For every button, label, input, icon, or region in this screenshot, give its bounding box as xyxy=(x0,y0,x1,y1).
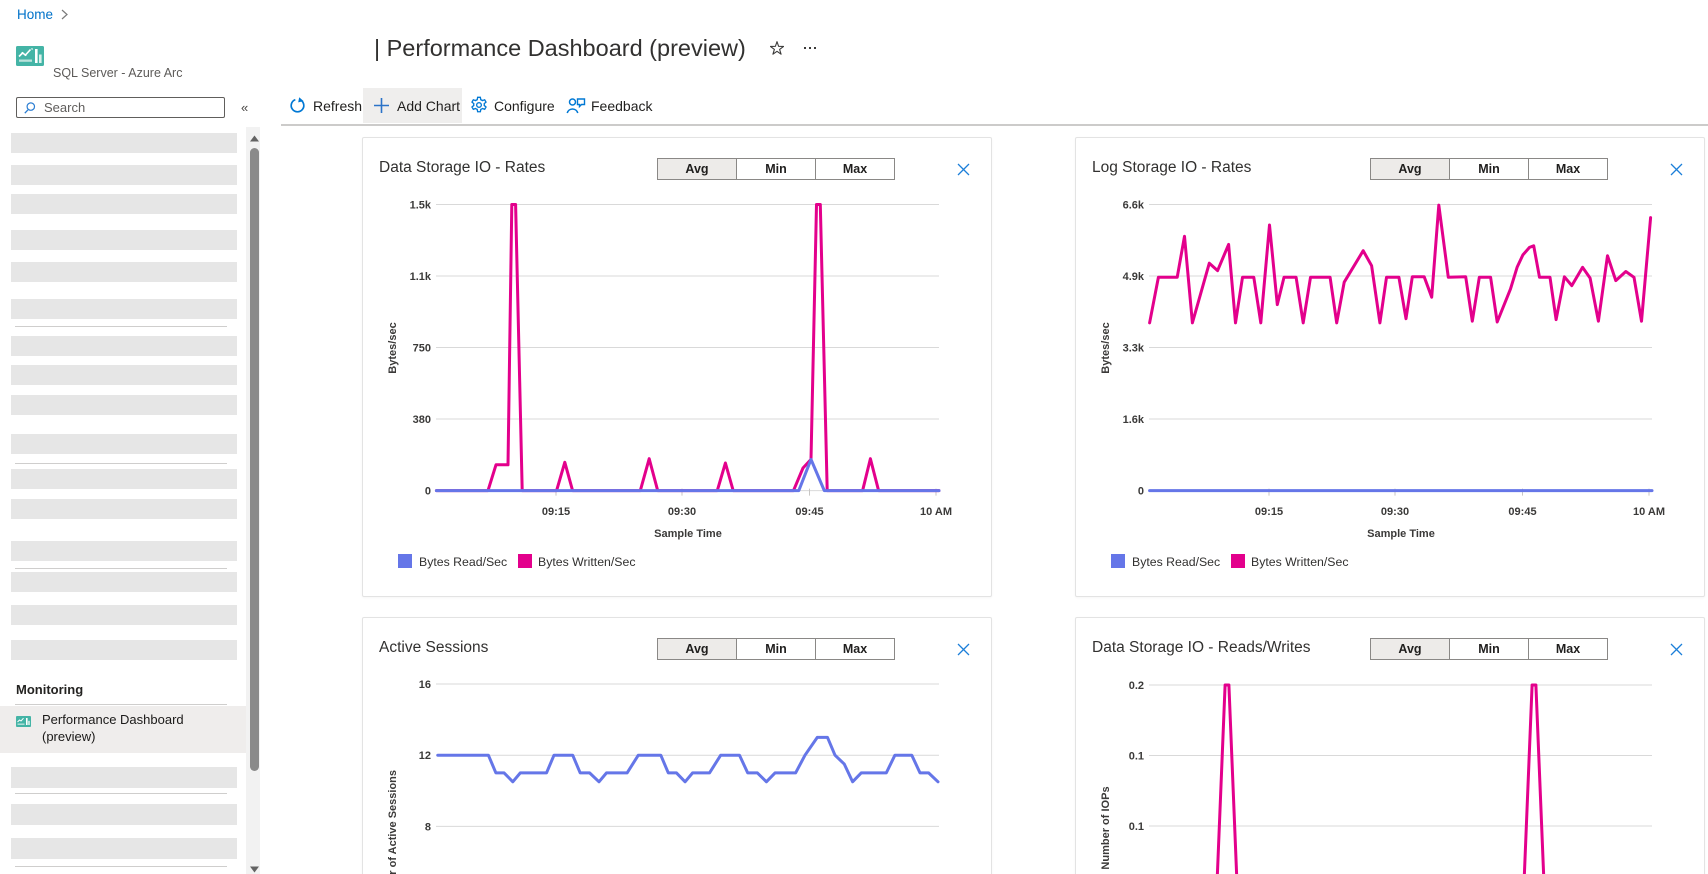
svg-text:Number of IOPs: Number of IOPs xyxy=(1100,786,1112,869)
svg-text:3.3k: 3.3k xyxy=(1123,343,1145,355)
svg-text:09:15: 09:15 xyxy=(542,506,570,518)
svg-text:750: 750 xyxy=(413,343,431,355)
svg-text:Bytes Written/Sec: Bytes Written/Sec xyxy=(1251,555,1349,569)
svg-text:Bytes/sec: Bytes/sec xyxy=(387,322,399,373)
svg-text:09:30: 09:30 xyxy=(668,506,696,518)
svg-text:10 AM: 10 AM xyxy=(1633,506,1665,518)
svg-text:0: 0 xyxy=(425,486,431,498)
svg-text:Sample Time: Sample Time xyxy=(654,528,722,540)
svg-text:0.2: 0.2 xyxy=(1129,680,1144,692)
svg-text:Bytes/sec: Bytes/sec xyxy=(1100,322,1112,373)
svg-text:1.6k: 1.6k xyxy=(1123,414,1145,426)
svg-text:Bytes Read/Sec: Bytes Read/Sec xyxy=(419,555,507,569)
svg-text:380: 380 xyxy=(413,414,431,426)
svg-text:Bytes Written/Sec: Bytes Written/Sec xyxy=(538,555,636,569)
svg-text:Sample Time: Sample Time xyxy=(1367,528,1435,540)
svg-text:4.9k: 4.9k xyxy=(1123,271,1145,283)
svg-text:1.1k: 1.1k xyxy=(410,271,432,283)
svg-text:09:45: 09:45 xyxy=(795,506,823,518)
svg-text:0.1: 0.1 xyxy=(1129,751,1144,763)
svg-text:0.1: 0.1 xyxy=(1129,821,1144,833)
svg-text:09:30: 09:30 xyxy=(1381,506,1409,518)
svg-text:Bytes Read/Sec: Bytes Read/Sec xyxy=(1132,555,1220,569)
svg-text:16: 16 xyxy=(419,679,431,691)
svg-text:12: 12 xyxy=(419,750,431,762)
svg-text:0: 0 xyxy=(1138,486,1144,498)
svg-text:09:15: 09:15 xyxy=(1255,506,1283,518)
svg-text:10 AM: 10 AM xyxy=(920,506,952,518)
svg-text:1.5k: 1.5k xyxy=(410,200,432,212)
svg-text:09:45: 09:45 xyxy=(1508,506,1536,518)
svg-text:8: 8 xyxy=(425,821,431,833)
svg-text:6.6k: 6.6k xyxy=(1123,200,1145,212)
svg-text:Number of Active Sessions: Number of Active Sessions xyxy=(387,770,399,874)
